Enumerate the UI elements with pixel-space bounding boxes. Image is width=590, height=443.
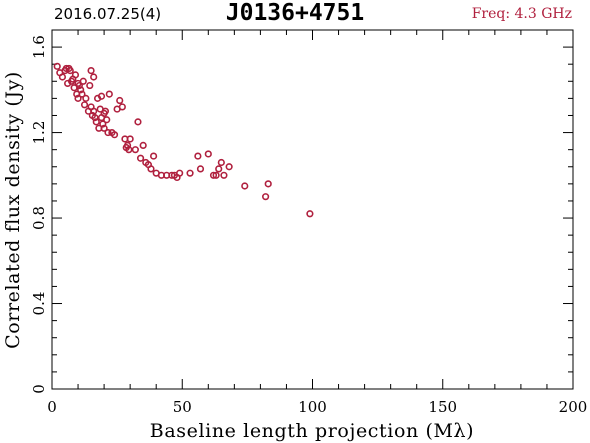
data-point — [77, 86, 85, 94]
data-point — [71, 71, 80, 79]
axis-tick-labels: 0 50 100 150 200 0 0.4 0.8 1.2 1.6 — [30, 35, 587, 416]
data-point — [90, 73, 98, 81]
data-point — [90, 107, 98, 115]
chart-title: J0136+4751 — [225, 0, 365, 26]
data-point — [131, 146, 139, 154]
y-axis-label: Correlated flux density (Jy) — [2, 71, 24, 349]
x-tick-label: 0 — [47, 398, 57, 416]
y-tick-label: 0.8 — [30, 206, 48, 230]
data-point — [241, 182, 249, 190]
data-point — [194, 152, 202, 160]
data-point — [149, 152, 158, 160]
data-point — [79, 77, 87, 85]
data-point — [136, 154, 145, 162]
y-tick-label: 1.6 — [30, 35, 48, 59]
data-point — [75, 81, 83, 90]
data-point — [78, 90, 86, 98]
data-point — [125, 146, 133, 154]
data-point — [116, 96, 124, 105]
data-point — [74, 94, 82, 102]
data-point — [186, 169, 194, 177]
data-point — [99, 120, 107, 128]
x-tick-label: 50 — [173, 398, 192, 416]
data-point — [86, 81, 94, 90]
data-point — [262, 193, 270, 201]
data-point — [87, 67, 95, 75]
data-points — [53, 62, 314, 218]
data-point — [92, 118, 100, 126]
data-point — [105, 90, 113, 98]
data-point — [204, 150, 212, 158]
x-tick-label: 100 — [298, 398, 327, 416]
observation-date: 2016.07.25(4) — [54, 5, 162, 23]
data-point — [196, 165, 205, 173]
data-point — [225, 163, 233, 171]
data-point — [103, 116, 111, 124]
data-point — [123, 141, 132, 149]
x-tick-label: 200 — [559, 398, 588, 416]
data-point — [91, 114, 99, 122]
data-point — [215, 165, 223, 173]
data-point — [100, 124, 108, 132]
data-point — [80, 101, 89, 109]
data-point — [134, 118, 142, 126]
data-point — [110, 131, 119, 139]
data-point — [126, 135, 134, 143]
y-tick-label: 0 — [30, 384, 48, 394]
x-tick-label: 150 — [428, 398, 457, 416]
data-point — [53, 62, 61, 70]
data-point — [209, 171, 218, 179]
data-point — [101, 107, 110, 115]
data-point — [212, 171, 220, 179]
data-point — [104, 128, 112, 137]
x-axis-label: Baseline length projection (Mλ) — [150, 420, 474, 442]
data-point — [264, 180, 272, 188]
data-point — [220, 171, 228, 179]
y-tick-label: 1.2 — [30, 121, 48, 145]
data-point — [97, 92, 106, 100]
data-point — [66, 67, 74, 75]
data-point — [58, 73, 67, 81]
data-point — [306, 210, 314, 218]
data-point — [176, 169, 184, 177]
axis-ticks — [51, 29, 574, 390]
data-point — [217, 158, 225, 167]
y-tick-label: 0.4 — [30, 292, 48, 316]
plot-frame — [51, 29, 574, 390]
data-point — [82, 94, 90, 102]
data-point — [147, 165, 155, 173]
frequency-label: Freq: 4.3 GHz — [471, 6, 572, 22]
data-point — [139, 141, 147, 149]
data-point — [118, 103, 126, 111]
